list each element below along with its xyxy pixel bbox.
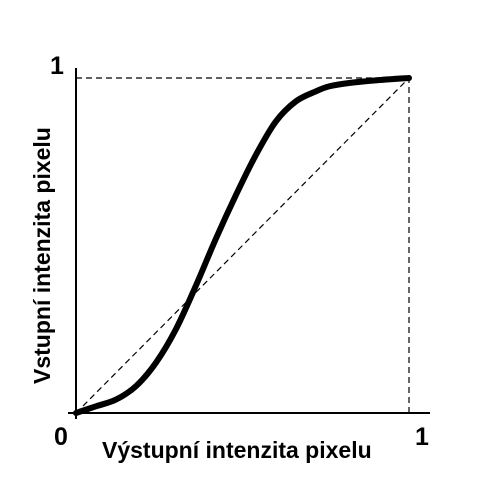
diagonal-reference-line	[75, 77, 410, 414]
y-axis-title: Vstupní intenzita pixelu	[29, 127, 55, 384]
x-max-tick-label: 1	[415, 423, 429, 451]
origin-tick-label: 0	[54, 423, 68, 451]
axes	[68, 68, 430, 419]
x-axis-title: Výstupní intenzita pixelu	[102, 437, 372, 463]
reference-lines	[76, 77, 410, 413]
y-max-tick-label: 1	[50, 52, 64, 80]
transfer-curve	[73, 75, 412, 416]
series-layer	[73, 75, 412, 416]
